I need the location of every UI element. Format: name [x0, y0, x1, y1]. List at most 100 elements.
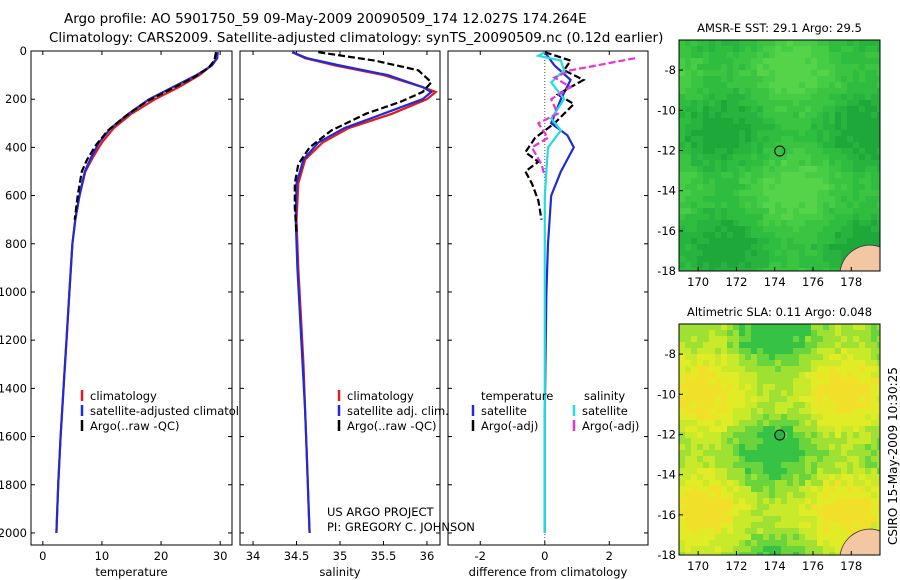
map-cell — [787, 366, 793, 372]
map-cell — [679, 420, 685, 426]
map-cell — [859, 384, 865, 390]
map-cell — [817, 402, 823, 408]
map-cell — [829, 64, 835, 70]
map-cell — [709, 208, 715, 214]
map-cell — [865, 390, 871, 396]
map-cell — [835, 58, 841, 64]
map-cell — [859, 450, 865, 456]
map-cell — [817, 52, 823, 58]
map-cell — [721, 396, 727, 402]
map-cell — [727, 184, 733, 190]
map-cell — [769, 432, 775, 438]
map-cell — [877, 106, 880, 112]
map-cell — [739, 214, 745, 220]
map-cell — [757, 408, 763, 414]
map-cell — [835, 534, 841, 540]
map-cell — [859, 360, 865, 366]
map-cell — [733, 238, 739, 244]
map-cell — [745, 414, 751, 420]
map-cell — [847, 184, 853, 190]
map-cell — [799, 456, 805, 462]
map-cell — [835, 456, 841, 462]
map-cell — [703, 184, 709, 190]
map-cell — [829, 432, 835, 438]
map-cell — [697, 396, 703, 402]
map-cell — [799, 534, 805, 540]
map-cell — [865, 208, 871, 214]
map-cell — [757, 52, 763, 58]
map-cell — [853, 82, 859, 88]
map-cell — [721, 426, 727, 432]
map-cell — [685, 124, 691, 130]
map-cell — [715, 486, 721, 492]
map-cell — [715, 196, 721, 202]
map-cell — [721, 552, 727, 555]
map-cell — [847, 202, 853, 208]
map-cell — [841, 46, 847, 52]
map-cell — [805, 226, 811, 232]
map-cell — [859, 492, 865, 498]
map-cell — [679, 226, 685, 232]
map-cell — [841, 190, 847, 196]
map-cell — [739, 510, 745, 516]
map-cell — [829, 256, 835, 262]
map-cell — [811, 498, 817, 504]
map-cell — [877, 166, 880, 172]
map-cell — [685, 528, 691, 534]
map-cell — [751, 196, 757, 202]
map-cell — [727, 202, 733, 208]
map-cell — [751, 378, 757, 384]
map-cell — [805, 46, 811, 52]
map-cell — [835, 408, 841, 414]
map-cell — [805, 540, 811, 546]
map-cell — [727, 486, 733, 492]
map-cell — [793, 220, 799, 226]
map-cell — [835, 402, 841, 408]
map-cell — [793, 498, 799, 504]
map-cell — [679, 94, 685, 100]
map-cell — [781, 82, 787, 88]
map-cell — [763, 408, 769, 414]
map-cell — [685, 510, 691, 516]
map-cell — [751, 546, 757, 552]
map-cell — [751, 498, 757, 504]
map-cell — [823, 58, 829, 64]
map-cell — [853, 360, 859, 366]
map-cell — [859, 136, 865, 142]
map-cell — [715, 426, 721, 432]
map-cell — [871, 106, 877, 112]
map-cell — [871, 378, 877, 384]
map-cell — [727, 414, 733, 420]
map-cell — [763, 160, 769, 166]
map-cell — [709, 402, 715, 408]
map-cell — [697, 480, 703, 486]
map-cell — [697, 154, 703, 160]
map-cell — [799, 46, 805, 52]
map-cell — [781, 76, 787, 82]
map-cell — [715, 534, 721, 540]
map-cell — [727, 330, 733, 336]
map-cell — [679, 220, 685, 226]
map-cell — [751, 82, 757, 88]
map-cell — [757, 528, 763, 534]
map-cell — [853, 372, 859, 378]
map-cell — [799, 546, 805, 552]
map-cell — [679, 256, 685, 262]
map-cell — [769, 64, 775, 70]
map-cell — [679, 408, 685, 414]
map-cell — [739, 546, 745, 552]
map-cell — [817, 414, 823, 420]
map-cell — [787, 196, 793, 202]
map-cell — [793, 250, 799, 256]
map-cell — [835, 324, 841, 330]
map-cell — [715, 82, 721, 88]
map-cell — [697, 342, 703, 348]
map-cell — [805, 88, 811, 94]
map-cell — [859, 474, 865, 480]
map-cell — [799, 256, 805, 262]
map-cell — [679, 82, 685, 88]
map-cell — [685, 450, 691, 456]
map-cell — [757, 342, 763, 348]
map-cell — [769, 384, 775, 390]
map-cell — [865, 154, 871, 160]
